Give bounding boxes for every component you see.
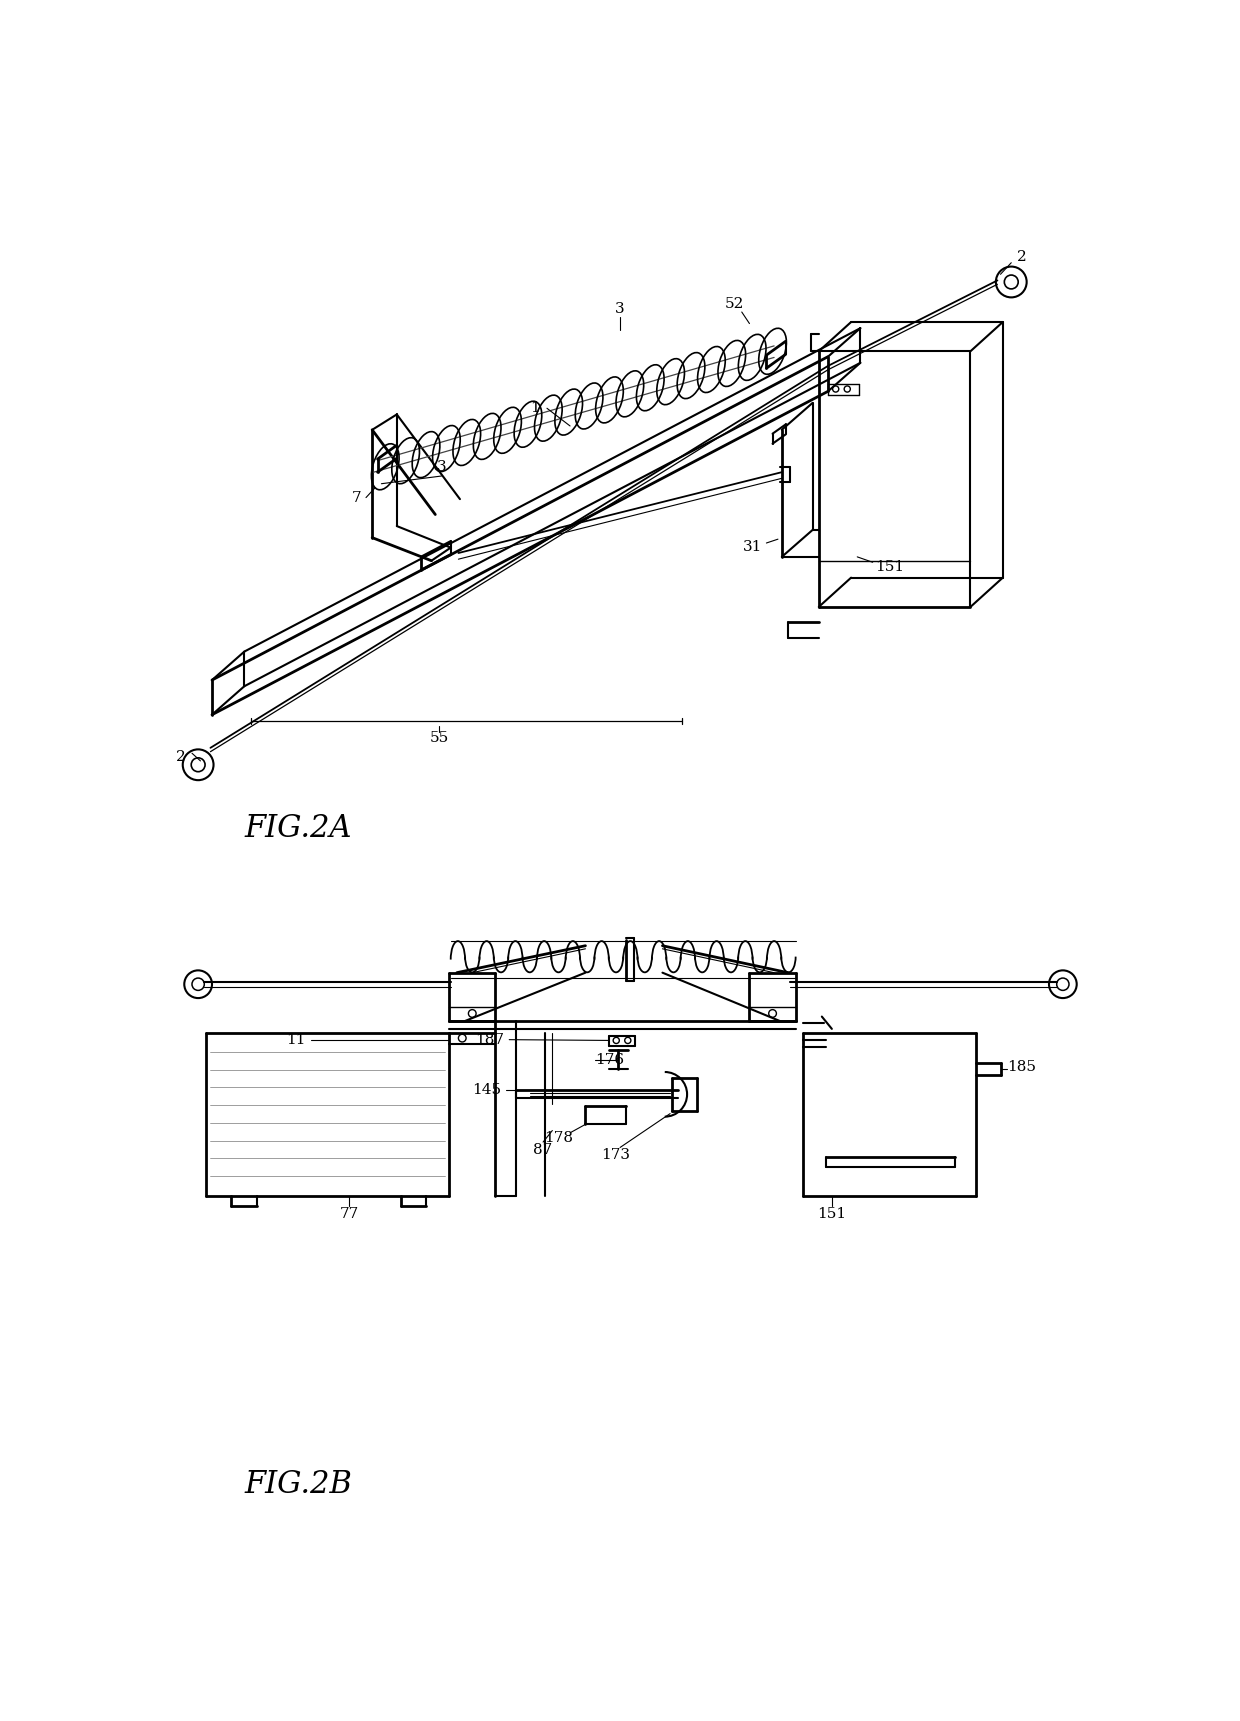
Text: 52: 52 <box>724 298 744 312</box>
Text: 11: 11 <box>286 1033 306 1046</box>
Text: 2: 2 <box>176 750 186 764</box>
Text: 178: 178 <box>544 1131 573 1144</box>
Text: 7: 7 <box>352 490 362 504</box>
Text: 185: 185 <box>1007 1060 1035 1074</box>
Text: 2: 2 <box>1017 250 1027 263</box>
Text: 3: 3 <box>615 301 625 317</box>
Text: 55: 55 <box>429 731 449 745</box>
Text: 1: 1 <box>531 401 541 415</box>
Text: 145: 145 <box>472 1084 501 1098</box>
Text: 77: 77 <box>340 1206 358 1220</box>
Text: 187: 187 <box>476 1033 505 1046</box>
Text: 151: 151 <box>817 1206 847 1220</box>
Text: 176: 176 <box>595 1053 625 1067</box>
Text: 31: 31 <box>743 540 763 554</box>
Text: 173: 173 <box>601 1148 630 1162</box>
Text: 151: 151 <box>875 559 904 573</box>
Text: 3: 3 <box>436 460 446 473</box>
Text: FIG.2A: FIG.2A <box>244 814 352 845</box>
Text: FIG.2B: FIG.2B <box>244 1470 352 1501</box>
Text: 87: 87 <box>533 1143 553 1157</box>
